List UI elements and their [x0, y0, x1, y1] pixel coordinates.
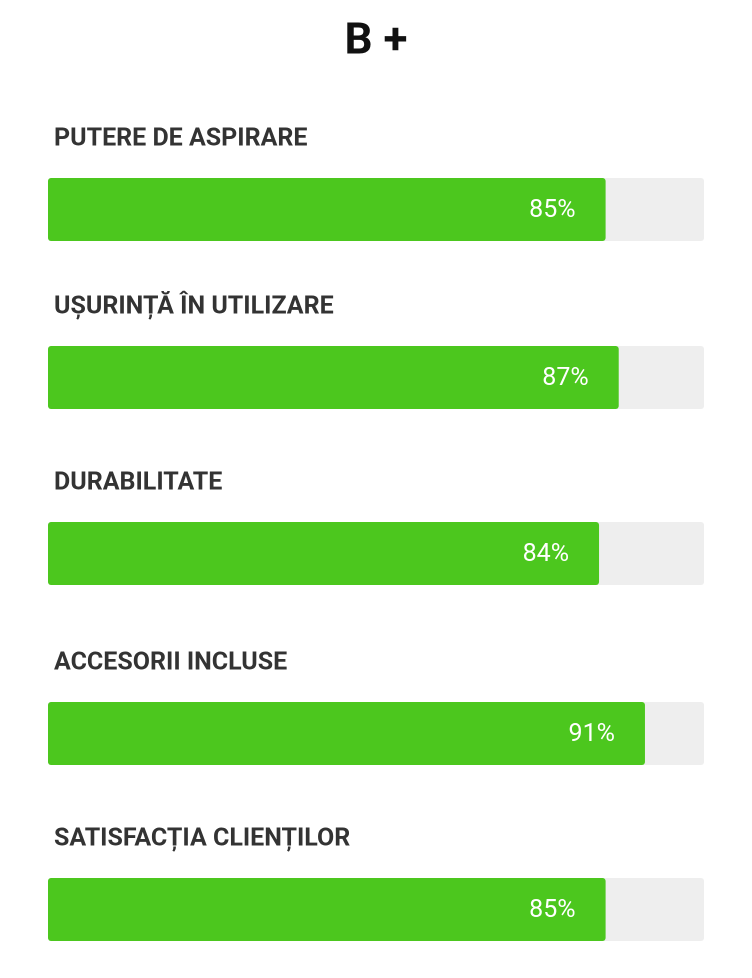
bar [48, 702, 645, 765]
category-label: SATISFACȚIA CLIENȚILOR [54, 824, 350, 853]
bar [48, 178, 606, 241]
category-label: ACCESORII INCLUSE [54, 648, 287, 677]
category-label: PUTERE DE ASPIRARE [54, 124, 307, 153]
bar [48, 522, 600, 585]
category-label: DURABILITATE [54, 468, 222, 497]
chart-title: B + [345, 13, 408, 65]
bar [48, 878, 606, 941]
value-label: 85% [529, 195, 575, 224]
value-label: 91% [569, 719, 615, 748]
value-label: 84% [523, 539, 569, 568]
category-label: UȘURINȚĂ ÎN UTILIZARE [54, 290, 334, 321]
bar [48, 346, 619, 409]
value-label: 85% [529, 895, 575, 924]
value-label: 87% [542, 363, 588, 392]
